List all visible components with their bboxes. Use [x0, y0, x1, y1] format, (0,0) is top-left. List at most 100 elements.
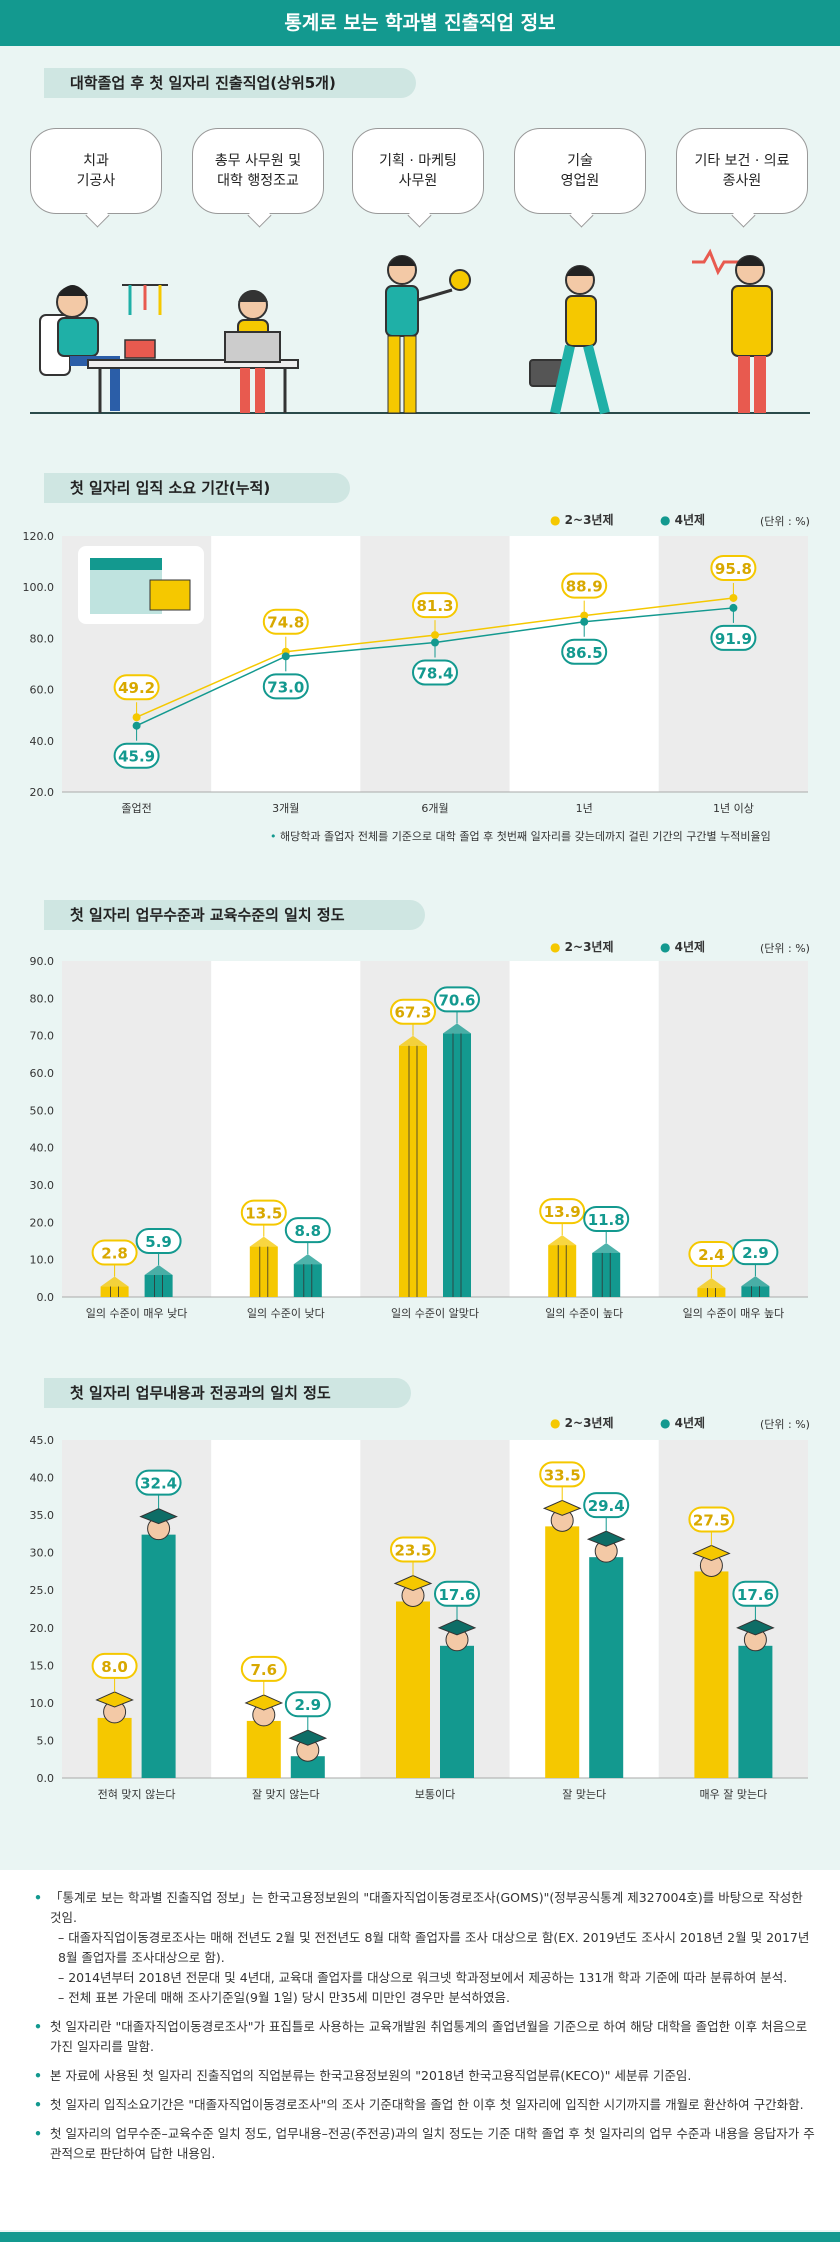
dental-technician-figure — [39, 284, 299, 413]
data-label-box — [240, 1199, 287, 1226]
data-label: 33.5 — [544, 1466, 581, 1484]
briefcase-icon — [149, 579, 191, 611]
data-label-group: 67.3 — [390, 998, 436, 1025]
job-bubble-5: 기타 보건 · 의료 종사원 — [676, 128, 808, 214]
data-label: 70.6 — [438, 991, 475, 1009]
data-label: 13.9 — [544, 1203, 581, 1221]
data-point — [729, 603, 738, 612]
pencil-tip — [100, 1276, 129, 1287]
data-label-box — [135, 1227, 182, 1254]
data-label: 11.8 — [588, 1211, 625, 1229]
data-label: 78.4 — [416, 664, 453, 682]
graduate-cap — [393, 1574, 433, 1592]
legend-4yr: ● 4년제 — [660, 940, 706, 954]
data-label-box — [113, 742, 160, 769]
job-label: 종사원 — [722, 173, 762, 189]
legend-label: 2~3년제 — [564, 513, 614, 527]
data-label: 88.9 — [566, 578, 603, 596]
bar — [545, 1526, 580, 1778]
job-label: 기타 보건 · 의료 — [694, 153, 790, 169]
chart-band — [658, 961, 808, 1297]
data-label-box — [732, 1239, 779, 1266]
data-label-box — [561, 572, 608, 599]
y-tick-label: 80.0 — [30, 632, 55, 645]
data-label: 8.8 — [295, 1222, 322, 1240]
bar — [741, 1286, 770, 1297]
data-label-box — [91, 1652, 138, 1679]
x-tick-label: 졸업전 — [121, 802, 151, 815]
pencil-tip — [697, 1278, 726, 1289]
data-label-group: 73.0 — [262, 673, 309, 700]
bar — [141, 1534, 176, 1778]
data-label: 2.4 — [698, 1246, 725, 1264]
footnote-text: 첫 일자리의 업무수준–교육수준 일치 정도, 업무내용–전공(주전공)과의 일… — [50, 2126, 815, 2161]
unit-label: (단위 : %) — [760, 942, 810, 955]
job-label: 치과 — [83, 153, 109, 169]
data-label-group: 88.9 — [561, 572, 608, 599]
data-label: 5.9 — [145, 1233, 172, 1251]
y-tick-label: 120.0 — [23, 530, 55, 543]
graduate-cap — [95, 1691, 134, 1708]
pencil-tip — [249, 1236, 278, 1247]
y-tick-label: 70.0 — [30, 1030, 55, 1043]
x-tick-label: 잘 맞는다 — [562, 1788, 606, 1801]
x-tick-label: 1년 — [576, 802, 593, 815]
data-label-group: 7.6 — [240, 1655, 287, 1682]
data-label: 7.6 — [251, 1661, 278, 1679]
data-label-group: 17.6 — [732, 1580, 779, 1607]
y-tick-label: 100.0 — [23, 581, 55, 594]
chart-band — [211, 1440, 361, 1778]
graduate-cap — [244, 1694, 284, 1711]
footnote-list: • 「통계로 보는 학과별 진출직업 정보」는 한국고용정보원의 "대졸자직업이… — [34, 1888, 818, 2173]
data-label-group: 49.2 — [113, 674, 160, 701]
calendar-briefcase-icon — [78, 546, 204, 624]
chart-band — [62, 961, 212, 1297]
bar — [697, 1288, 726, 1297]
data-label-box — [539, 1461, 586, 1488]
data-label-group: 29.4 — [583, 1492, 630, 1519]
chart-band — [62, 1440, 212, 1778]
chart-note: • 해당학과 졸업자 전체를 기준으로 대학 졸업 후 첫번째 일자리를 갖는데… — [270, 830, 771, 843]
data-label-box — [688, 1506, 735, 1533]
pencil-tip — [548, 1235, 577, 1246]
footnote-item: • 본 자료에 사용된 첫 일자리 진출직업의 직업분류는 한국고용정보원의 "… — [34, 2066, 818, 2086]
chart-band — [509, 961, 659, 1297]
data-label-box — [561, 638, 608, 665]
data-label-group: 17.6 — [434, 1580, 480, 1607]
unit-label: (단위 : %) — [760, 1418, 810, 1431]
x-tick-label: 일의 수준이 낮다 — [247, 1306, 325, 1320]
bar — [694, 1571, 729, 1778]
legend-label: 4년제 — [674, 1416, 706, 1430]
job-label: 사무원 — [398, 173, 438, 189]
bar — [589, 1557, 624, 1778]
data-label-group: 23.5 — [390, 1536, 436, 1563]
data-label-group: 2.8 — [91, 1239, 138, 1266]
job-bubble-4: 기술 영업원 — [514, 128, 646, 214]
y-tick-label: 30.0 — [30, 1179, 55, 1192]
x-tick-label: 1년 이상 — [713, 802, 754, 815]
sales-engineer-figure — [529, 265, 610, 415]
section1-title: 대학졸업 후 첫 일자리 진출직업(상위5개) — [44, 68, 416, 98]
data-label: 45.9 — [118, 748, 155, 766]
data-label-box — [434, 1580, 480, 1607]
y-tick-label: 30.0 — [30, 1547, 55, 1560]
page-title: 통계로 보는 학과별 진출직업 정보 — [0, 0, 840, 46]
bar — [100, 1286, 129, 1297]
y-tick-label: 50.0 — [30, 1104, 55, 1117]
work-education-level-bar-chart: 0.0 10.0 20.0 30.0 40.0 50.0 60.0 70.0 80.0 90.0 일… — [30, 955, 808, 1320]
y-tick-label: 40.0 — [30, 1472, 55, 1485]
bar — [396, 1601, 430, 1778]
bar — [399, 1045, 427, 1297]
x-tick-label: 3개월 — [272, 802, 299, 815]
legend-label: 4년제 — [674, 513, 706, 527]
bar — [246, 1720, 281, 1778]
data-label-group: 11.8 — [583, 1205, 630, 1232]
y-tick-label: 40.0 — [30, 1142, 55, 1155]
data-label: 8.0 — [101, 1658, 128, 1676]
y-tick-label: 5.0 — [37, 1734, 55, 1747]
graduate-cap — [288, 1729, 328, 1746]
data-point — [431, 631, 439, 640]
legend-2-3yr: ● 2~3년제 — [550, 513, 614, 527]
section2-title: 첫 일자리 입직 소요 기간(누적) — [44, 473, 351, 503]
graduate-cap — [542, 1499, 582, 1516]
